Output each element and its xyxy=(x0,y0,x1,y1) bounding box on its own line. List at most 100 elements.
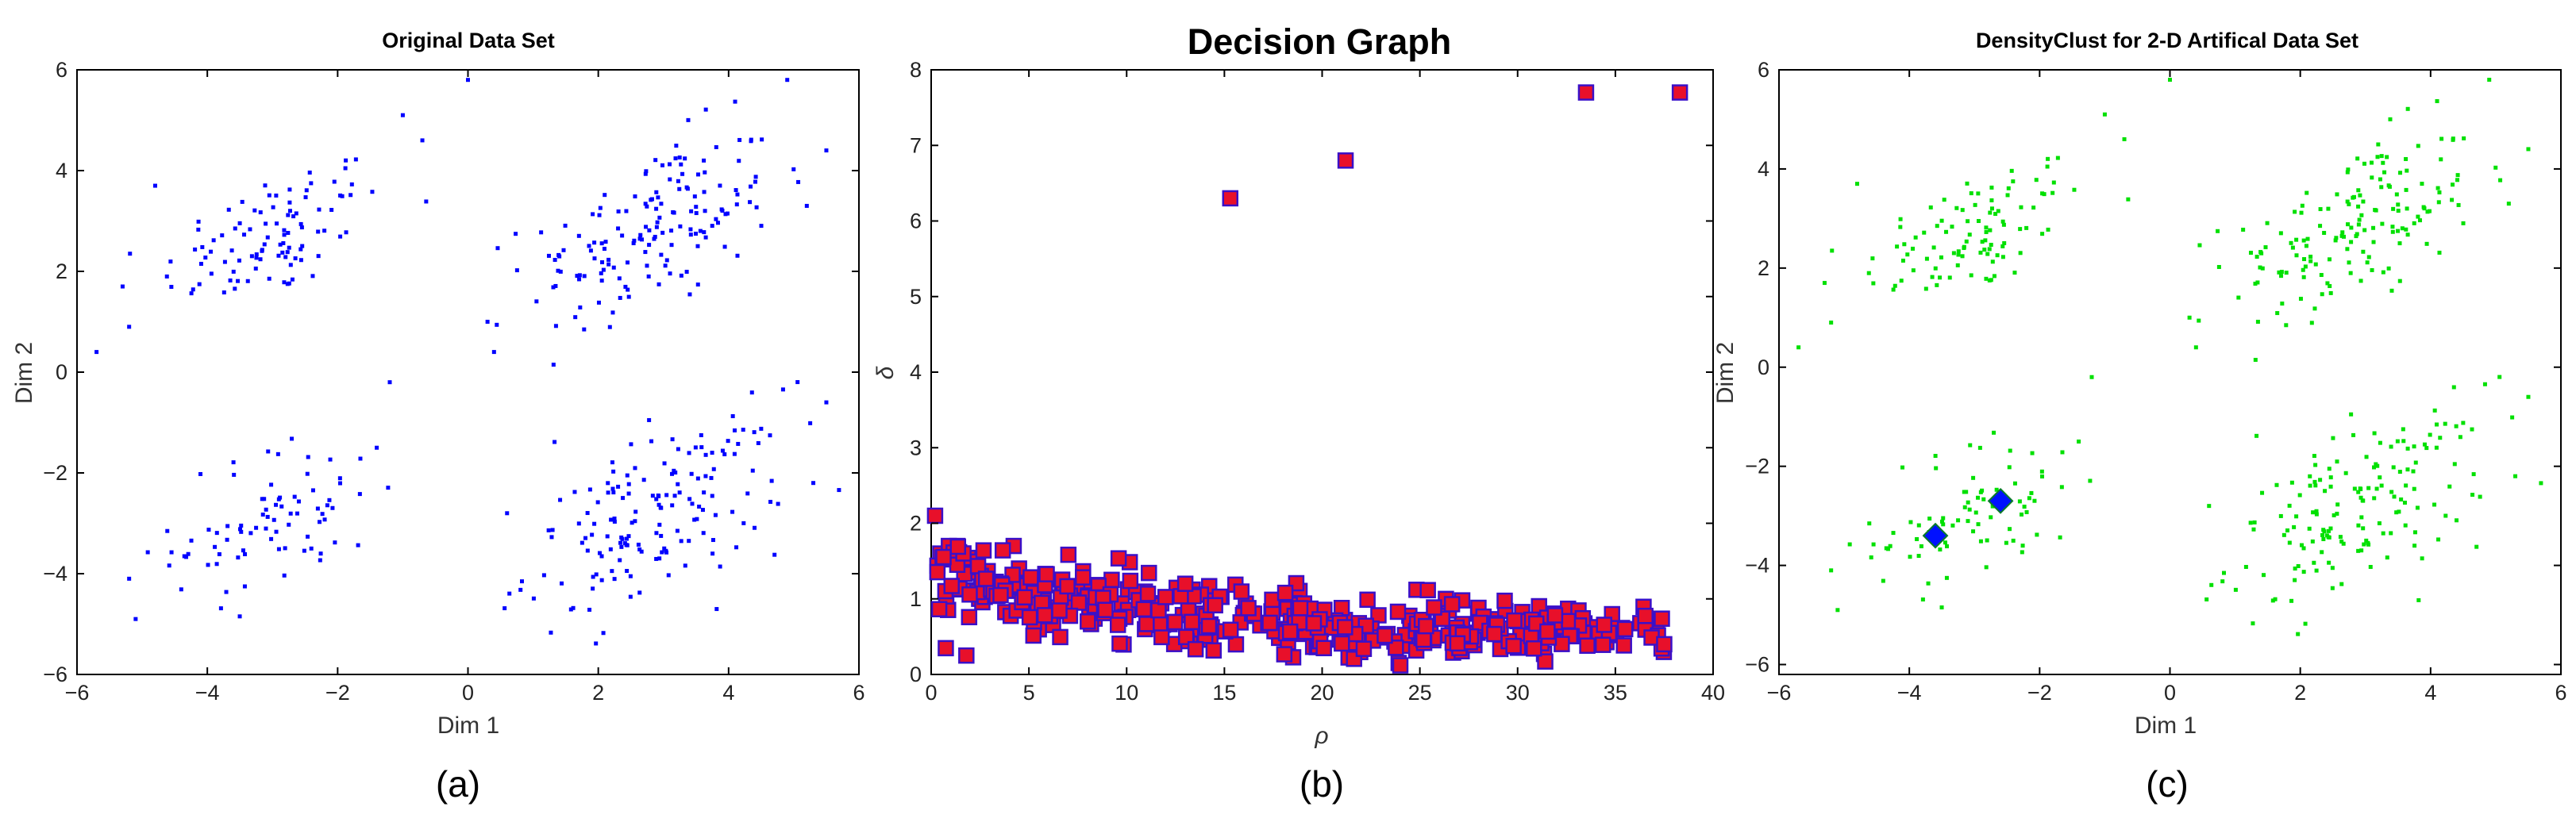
panel-a-point xyxy=(679,273,683,278)
panel-a-point xyxy=(611,265,616,270)
panel-b-point xyxy=(1261,614,1278,632)
panel-a-point xyxy=(568,607,573,612)
panel-c-point xyxy=(2032,498,2037,503)
panel-c-point xyxy=(1967,232,1972,237)
panel-b-point xyxy=(1315,640,1332,657)
panel-c-point xyxy=(2253,358,2258,363)
panel-c-point xyxy=(2314,512,2319,517)
panel-c-point xyxy=(2024,225,2029,230)
panel-a-point xyxy=(165,528,170,533)
panel-a-point xyxy=(128,252,133,256)
panel-a-point xyxy=(670,503,675,508)
panel-c-title: DensityClust for 2-D Artifical Data Set xyxy=(1976,29,2358,52)
panel-a-point xyxy=(629,442,633,447)
panel-a-point xyxy=(679,162,683,167)
panel-a-point xyxy=(337,476,342,481)
panel-b-point xyxy=(1222,190,1239,207)
panel-c-point xyxy=(2443,513,2448,518)
panel-a-point xyxy=(637,590,642,595)
panel-c-point xyxy=(2391,465,2396,470)
panel-a-point xyxy=(295,511,299,516)
panel-c-point xyxy=(2378,475,2382,480)
panel-a-point xyxy=(582,274,587,279)
panel-a-point xyxy=(654,497,659,501)
panel-a-point xyxy=(282,573,287,578)
panel-a-point xyxy=(557,254,562,259)
panel-a-point xyxy=(260,248,264,252)
panel-a-point xyxy=(594,641,599,646)
panel-a-point xyxy=(689,209,694,213)
panel-b-point xyxy=(938,640,954,657)
panel-c-point xyxy=(2366,255,2371,259)
panel-b-ytick-label: 8 xyxy=(910,58,922,82)
panel-a-point xyxy=(622,541,627,546)
panel-a-point xyxy=(616,226,621,231)
panel-a-point xyxy=(735,253,740,258)
panel-c-point xyxy=(1938,547,1943,552)
panel-b-point xyxy=(1187,640,1204,658)
panel-c-point xyxy=(2378,440,2382,445)
panel-c-point xyxy=(2193,345,2198,350)
panel-a-point xyxy=(602,247,606,252)
panel-c-point xyxy=(2279,274,2284,279)
panel-c-point xyxy=(2437,250,2442,255)
panel-c-point xyxy=(2394,192,2399,197)
panel-c-point xyxy=(1916,523,1921,528)
panel-c-point xyxy=(1881,578,1885,583)
panel-c-point xyxy=(1967,507,1972,512)
panel-a-point xyxy=(654,190,659,194)
panel-c-point xyxy=(2287,503,2292,508)
panel-a-point xyxy=(710,451,714,455)
panel-a-point xyxy=(241,548,245,553)
panel-c-point xyxy=(2289,598,2294,603)
panel-c-point xyxy=(2000,255,2005,259)
panel-a-point xyxy=(387,380,392,385)
panel-c-point xyxy=(1933,454,1938,459)
panel-c-point xyxy=(2335,511,2339,516)
panel-c-point xyxy=(2389,531,2393,536)
panel-c-point xyxy=(2356,188,2361,193)
panel-c-point xyxy=(2278,513,2283,518)
panel-c-point xyxy=(2372,465,2377,470)
panel-c-ytick-label: −4 xyxy=(1745,554,1769,578)
panel-a-point xyxy=(735,192,740,197)
panel-a-point xyxy=(695,282,700,287)
panel-b-point xyxy=(1526,640,1542,657)
panel-c-point xyxy=(2050,190,2055,195)
panel-a-point xyxy=(298,221,303,226)
panel-a-point xyxy=(253,266,258,271)
panel-c-point xyxy=(2102,112,2107,117)
panel-b-point xyxy=(1022,569,1039,586)
panel-a-point xyxy=(741,428,745,432)
panel-a-point xyxy=(687,451,691,455)
panel-a-point xyxy=(748,184,753,189)
panel-c-point xyxy=(2216,264,2221,269)
panel-b-point xyxy=(1157,589,1174,605)
panel-a-point xyxy=(628,594,633,599)
panel-a-point xyxy=(684,269,689,274)
panel-b-decision-graph: Decision Graph 0 5 10 15 20 25 30 35 40 0 1 2 3 4 5 6 7 8… xyxy=(872,21,1725,805)
panel-c-point xyxy=(2461,421,2466,425)
panel-c-point xyxy=(2289,240,2293,245)
panel-a-point xyxy=(667,162,672,167)
panel-c-point xyxy=(2416,214,2420,219)
panel-b-point xyxy=(958,647,975,664)
panel-c-point xyxy=(1976,191,1981,196)
panel-a-point xyxy=(597,551,602,555)
panel-c-point xyxy=(1941,522,1946,527)
panel-b-point xyxy=(1138,616,1155,632)
panel-a-point xyxy=(485,320,490,324)
panel-c-ylabel: Dim 2 xyxy=(1712,342,1739,404)
panel-c-point xyxy=(2241,227,2246,232)
panel-c-point xyxy=(2019,205,2023,209)
panel-c-point xyxy=(2284,323,2289,328)
panel-c-point xyxy=(2396,229,2401,233)
panel-c-point xyxy=(1971,529,1976,534)
panel-a-point xyxy=(668,177,672,182)
panel-c-point xyxy=(2402,500,2407,505)
panel-a-point xyxy=(518,587,523,592)
panel-c-point xyxy=(2493,165,2498,170)
panel-a-point xyxy=(643,202,648,206)
panel-c-point xyxy=(2364,538,2369,543)
panel-a-point xyxy=(668,271,672,276)
